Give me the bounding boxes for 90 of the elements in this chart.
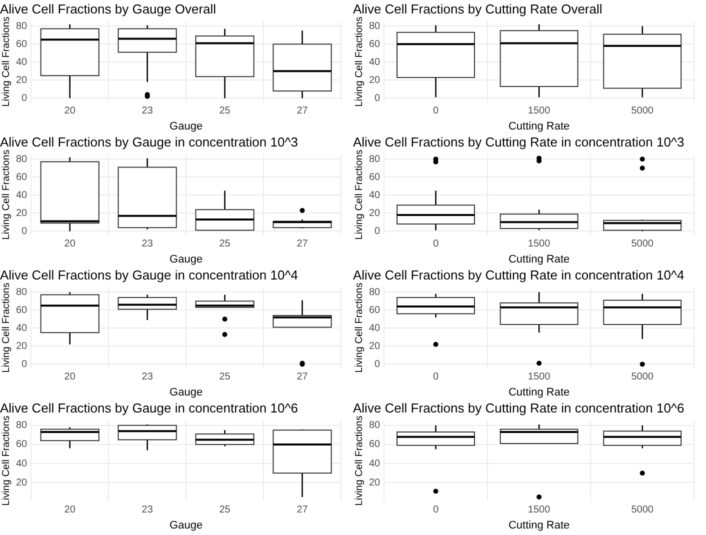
- y-tick-label: 80: [369, 420, 381, 432]
- x-tick-label: 0: [432, 238, 439, 250]
- x-axis-title: Cutting Rate: [508, 519, 570, 532]
- y-tick-label: 20: [369, 477, 381, 488]
- y-tick-label: 40: [16, 458, 28, 470]
- x-tick-label: 0: [432, 504, 439, 516]
- y-tick-label: 80: [16, 286, 28, 298]
- chart-title: Alive Cell Fractions by Gauge Overall: [0, 1, 216, 16]
- y-tick-label: 40: [369, 322, 381, 334]
- x-tick-label: 20: [64, 372, 76, 383]
- y-tick-label: 80: [369, 286, 381, 298]
- y-axis-title: Living Cell Fractions: [354, 282, 365, 373]
- y-axis-title: Living Cell Fractions: [354, 16, 365, 107]
- x-axis-title: Gauge: [170, 253, 203, 266]
- x-tick-label: 5000: [631, 106, 654, 117]
- y-tick-label: 40: [369, 190, 381, 201]
- x-axis-title: Gauge: [170, 120, 203, 132]
- y-tick-label: 40: [369, 56, 381, 68]
- y-tick-label: 80: [16, 154, 28, 165]
- x-tick-label: 20: [64, 238, 76, 250]
- x-tick-label: 23: [142, 238, 154, 250]
- y-tick-label: 80: [369, 20, 381, 32]
- y-tick-label: 60: [369, 304, 381, 316]
- y-tick-label: 40: [16, 322, 28, 334]
- x-tick-label: 27: [296, 238, 308, 250]
- x-axis-title: Gauge: [170, 519, 203, 532]
- y-tick-label: 40: [16, 190, 28, 201]
- y-tick-label: 20: [16, 340, 28, 352]
- y-tick-label: 60: [369, 439, 381, 450]
- x-tick-label: 27: [296, 372, 308, 383]
- chart-title: Alive Cell Fractions by Cutting Rate in concentration 10^4: [353, 267, 684, 282]
- x-axis-title: Gauge: [170, 386, 203, 398]
- x-tick-label: 23: [142, 106, 154, 117]
- x-tick-label: 0: [432, 372, 439, 383]
- y-tick-label: 60: [16, 172, 28, 183]
- y-tick-label: 0: [374, 92, 381, 104]
- y-tick-label: 20: [369, 208, 381, 219]
- x-axis-title: Cutting Rate: [508, 120, 570, 132]
- x-tick-label: 27: [296, 504, 308, 516]
- x-tick-label: 25: [219, 106, 231, 117]
- chart-title: Alive Cell Fractions by Gauge in concentration 10^4: [0, 267, 298, 282]
- x-tick-label: 25: [219, 372, 231, 383]
- x-tick-label: 1500: [528, 106, 551, 117]
- y-tick-label: 20: [16, 477, 28, 488]
- y-tick-label: 20: [16, 208, 28, 219]
- y-axis-title: Living Cell Fractions: [0, 16, 12, 107]
- y-tick-label: 20: [369, 74, 381, 86]
- x-tick-label: 1500: [528, 238, 551, 250]
- y-tick-label: 60: [369, 38, 381, 50]
- y-tick-label: 80: [369, 154, 381, 165]
- y-tick-label: 60: [16, 304, 28, 316]
- x-tick-label: 20: [64, 106, 76, 117]
- y-tick-label: 20: [16, 74, 28, 86]
- chart-title: Alive Cell Fractions by Gauge in concentration 10^6: [0, 400, 298, 416]
- y-axis-title: Living Cell Fractions: [0, 416, 12, 506]
- y-tick-label: 80: [16, 20, 28, 32]
- x-tick-label: 23: [142, 372, 154, 383]
- y-tick-label: 0: [22, 92, 28, 104]
- chart-title: Alive Cell Fractions by Gauge in concentration 10^3: [0, 134, 298, 150]
- y-tick-label: 40: [369, 458, 381, 470]
- x-tick-label: 1500: [528, 504, 551, 516]
- x-tick-label: 27: [296, 106, 308, 117]
- x-tick-label: 5000: [631, 372, 654, 383]
- chart-title: Alive Cell Fractions by Cutting Rate Overall: [353, 1, 602, 16]
- y-axis-title: Living Cell Fractions: [354, 416, 365, 506]
- y-tick-label: 0: [22, 226, 28, 237]
- x-tick-label: 5000: [631, 238, 654, 250]
- x-tick-label: 23: [142, 504, 154, 516]
- x-tick-label: 20: [64, 504, 76, 516]
- y-axis-title: Living Cell Fractions: [0, 150, 12, 240]
- y-tick-label: 0: [374, 226, 381, 237]
- chart-title: Alive Cell Fractions by Cutting Rate in concentration 10^3: [353, 134, 684, 150]
- y-tick-label: 60: [16, 439, 28, 450]
- x-tick-label: 5000: [631, 504, 654, 516]
- x-axis-title: Cutting Rate: [508, 386, 570, 398]
- y-axis-title: Living Cell Fractions: [354, 150, 365, 240]
- x-tick-label: 25: [219, 238, 231, 250]
- y-axis-title: Living Cell Fractions: [0, 282, 12, 373]
- y-tick-label: 20: [369, 340, 381, 352]
- x-tick-label: 25: [219, 504, 231, 516]
- y-tick-label: 80: [16, 420, 28, 432]
- chart-title: Alive Cell Fractions by Cutting Rate in concentration 10^6: [353, 400, 684, 416]
- x-tick-label: 0: [432, 106, 439, 117]
- y-tick-label: 40: [16, 56, 28, 68]
- y-tick-label: 0: [22, 358, 28, 370]
- y-tick-label: 0: [374, 358, 381, 370]
- x-axis-title: Cutting Rate: [508, 253, 570, 266]
- y-tick-label: 60: [369, 172, 381, 183]
- x-tick-label: 1500: [528, 372, 551, 383]
- y-tick-label: 60: [16, 38, 28, 50]
